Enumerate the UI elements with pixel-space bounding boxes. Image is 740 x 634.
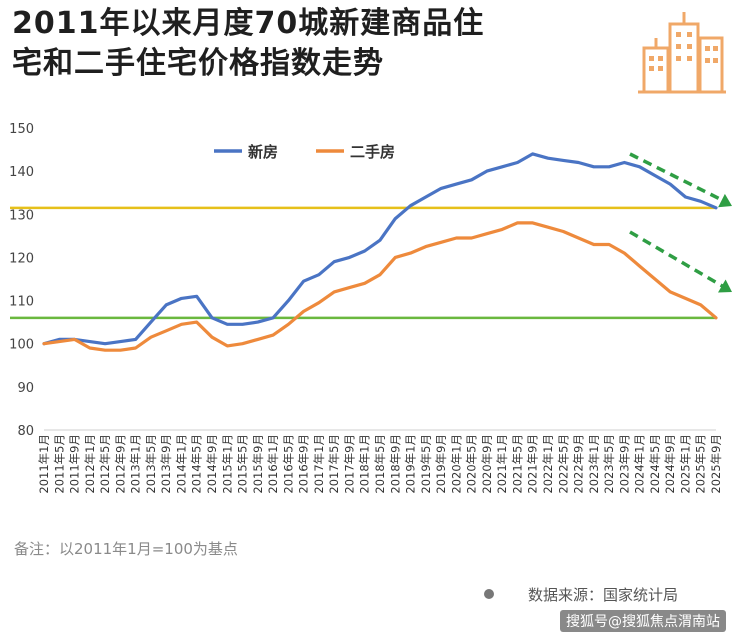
trend-arrow-new-head [718,193,732,208]
y-tick-label: 110 [9,295,34,310]
x-tick-label: 2024年5月 [648,434,662,494]
y-tick-label: 100 [9,338,34,353]
x-tick-label: 2012年1月 [83,434,97,494]
x-tick-label: 2018年1月 [358,434,372,494]
x-tick-label: 2019年1月 [404,434,418,494]
title-line-2: 宅和二手住宅价格指数走势 [12,46,384,81]
x-tick-label: 2013年5月 [144,434,158,494]
x-tick-label: 2023年1月 [587,434,601,494]
x-tick-label: 2012年9月 [113,434,127,494]
y-tick-label: 140 [9,165,34,180]
data-source: 数据来源：国家统计局 [484,584,678,605]
x-tick-label: 2016年1月 [266,434,280,494]
x-tick-label: 2014年9月 [205,434,219,494]
x-tick-label: 2016年9月 [297,434,311,494]
x-tick-label: 2025年9月 [709,434,723,494]
y-tick-label: 90 [17,381,34,396]
x-tick-label: 2021年9月 [526,434,540,494]
x-tick-label: 2019年9月 [434,434,448,494]
y-tick-label: 130 [9,208,34,223]
x-tick-label: 2021年1月 [495,434,509,494]
x-tick-label: 2013年1月 [129,434,143,494]
x-tick-label: 2024年1月 [633,434,647,494]
x-tick-label: 2023年5月 [602,434,616,494]
x-tick-label: 2017年1月 [312,434,326,494]
x-tick-label: 2011年9月 [68,434,82,494]
x-tick-label: 2015年1月 [220,434,234,494]
legend-label-new: 新房 [248,143,278,161]
y-tick-label: 80 [17,424,34,439]
watermark: 搜狐号@搜狐焦点渭南站 [560,610,726,632]
x-tick-label: 2019年5月 [419,434,433,494]
building-icon [638,12,726,94]
trend-arrow-second-head [718,279,732,293]
legend-label-second: 二手房 [350,143,395,161]
x-tick-label: 2022年5月 [556,434,570,494]
x-tick-label: 2015年9月 [251,434,265,494]
x-tick-label: 2023年9月 [617,434,631,494]
y-tick-label: 120 [9,251,34,266]
x-tick-label: 2013年9月 [159,434,173,494]
x-tick-label: 2022年9月 [572,434,586,494]
x-tick-label: 2011年1月 [37,434,51,494]
bullet-icon [484,589,494,599]
x-tick-label: 2024年9月 [663,434,677,494]
trend-arrow-new-line [629,152,725,203]
x-tick-label: 2015年5月 [236,434,250,494]
x-tick-label: 2022年1月 [541,434,555,494]
x-tick-label: 2011年5月 [52,434,66,494]
x-tick-label: 2025年1月 [678,434,692,494]
x-tick-label: 2016年5月 [281,434,295,494]
line-chart: 80 90 100 110 120 130 140 150 2011年1月 2011年5月 2011… [9,122,732,494]
x-tick-label: 2020年9月 [480,434,494,494]
x-tick-label: 2020年5月 [465,434,479,494]
x-tick-label: 2018年9月 [388,434,402,494]
trend-arrow-second-line [629,230,725,289]
x-tick-label: 2014年1月 [174,434,188,494]
x-tick-label: 2025年5月 [694,434,708,494]
x-tick-label: 2021年5月 [510,434,524,494]
x-tick-label: 2020年1月 [449,434,463,494]
footnote: 备注：以2011年1月=100为基点 [14,540,238,558]
chart-title: 2011年以来月度70城新建商品住 宅和二手住宅价格指数走势 [12,4,612,84]
title-line-1: 2011年以来月度70城新建商品住 [12,6,485,41]
source-text: 数据来源：国家统计局 [528,586,679,604]
x-tick-label: 2012年5月 [98,434,112,494]
x-tick-label: 2017年5月 [327,434,341,494]
x-tick-label: 2017年9月 [342,434,356,494]
series-line-new [42,152,718,346]
x-tick-label: 2018年5月 [373,434,387,494]
x-tick-label: 2014年5月 [190,434,204,494]
y-tick-label: 150 [9,122,34,137]
series-line-second [42,221,718,352]
